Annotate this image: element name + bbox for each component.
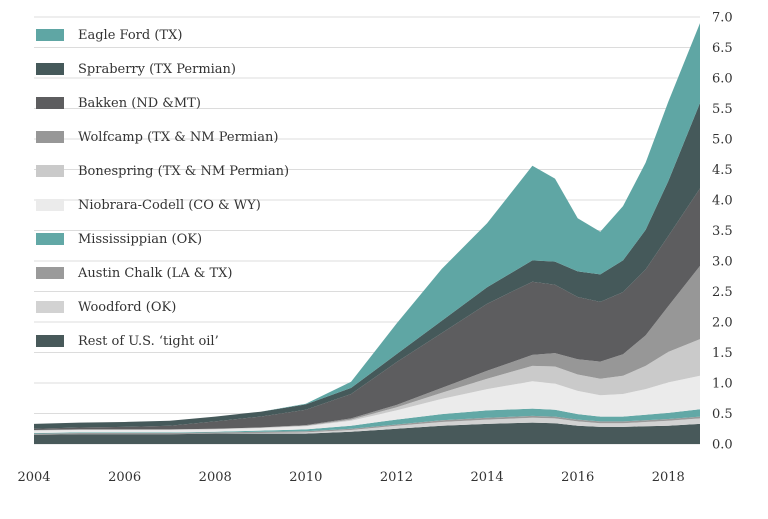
legend-label: Mississippian (OK) [78, 231, 203, 247]
legend-item: Bonespring (TX & NM Permian) [36, 154, 289, 188]
legend-item: Mississippian (OK) [36, 222, 289, 256]
legend: Eagle Ford (TX) Spraberry (TX Permian) Bak… [36, 18, 289, 358]
legend-item: Austin Chalk (LA & TX) [36, 256, 289, 290]
x-tick-label: 2018 [652, 470, 685, 485]
legend-swatch [36, 335, 64, 347]
area-series-5 [34, 339, 700, 431]
legend-label: Wolfcamp (TX & NM Permian) [78, 129, 279, 145]
y-tick-label: 7.0 [712, 11, 733, 26]
legend-swatch [36, 233, 64, 245]
legend-label: Rest of U.S. ‘tight oil’ [78, 333, 219, 349]
y-tick-label: 1.5 [712, 346, 733, 361]
legend-swatch [36, 97, 64, 109]
area-series-group [34, 23, 700, 444]
legend-label: Eagle Ford (TX) [78, 27, 183, 43]
y-tick-label: 5.0 [712, 133, 733, 148]
y-tick-label: 5.5 [712, 102, 733, 117]
legend-swatch [36, 267, 64, 279]
x-tick-label: 2008 [199, 470, 232, 485]
y-tick-label: 3.5 [712, 224, 733, 239]
x-tick-label: 2016 [561, 470, 594, 485]
legend-item: Wolfcamp (TX & NM Permian) [36, 120, 289, 154]
area-series-7 [34, 188, 700, 430]
legend-label: Bonespring (TX & NM Permian) [78, 163, 290, 179]
x-tick-label: 2006 [108, 470, 141, 485]
x-tick-label: 2004 [17, 470, 50, 485]
legend-item: Niobrara-Codell (CO & WY) [36, 188, 289, 222]
x-tick-label: 2012 [380, 470, 413, 485]
area-series-0 [34, 422, 700, 444]
legend-label: Spraberry (TX Permian) [78, 61, 236, 77]
y-axis-tick-labels: 7.0 6.5 6.0 5.5 5.0 4.5 4.0 3.5 3.0 2.5 2.0 1.5 1.0 0… [712, 11, 733, 453]
legend-label: Austin Chalk (LA & TX) [78, 265, 233, 281]
legend-swatch [36, 301, 64, 313]
x-tick-label: 2014 [471, 470, 504, 485]
legend-swatch [36, 165, 64, 177]
legend-label: Niobrara-Codell (CO & WY) [78, 197, 261, 213]
area-series-3 [34, 408, 700, 434]
y-tick-label: 0.0 [712, 438, 733, 453]
legend-label: Bakken (ND &MT) [78, 95, 201, 111]
legend-item: Spraberry (TX Permian) [36, 52, 289, 86]
legend-swatch [36, 29, 64, 41]
y-tick-label: 6.0 [712, 72, 733, 87]
legend-item: Bakken (ND &MT) [36, 86, 289, 120]
legend-item: Rest of U.S. ‘tight oil’ [36, 324, 289, 358]
area-series-4 [34, 375, 700, 433]
y-tick-label: 0.5 [712, 407, 733, 422]
x-axis-tick-labels: 2004 2006 2008 2010 2012 2014 2016 2018 [17, 470, 684, 485]
y-tick-label: 6.5 [712, 41, 733, 56]
y-tick-label: 2.5 [712, 285, 733, 300]
legend-swatch [36, 199, 64, 211]
y-tick-label: 1.0 [712, 377, 733, 392]
y-tick-label: 4.0 [712, 194, 733, 209]
legend-item: Woodford (OK) [36, 290, 289, 324]
area-series-1 [34, 417, 700, 435]
x-tick-label: 2010 [289, 470, 322, 485]
legend-swatch [36, 63, 64, 75]
area-series-9 [34, 23, 700, 424]
legend-label: Woodford (OK) [78, 299, 177, 315]
legend-item: Eagle Ford (TX) [36, 18, 289, 52]
legend-swatch [36, 131, 64, 143]
y-tick-label: 4.5 [712, 163, 733, 178]
y-tick-label: 3.0 [712, 255, 733, 270]
y-tick-label: 2.0 [712, 316, 733, 331]
